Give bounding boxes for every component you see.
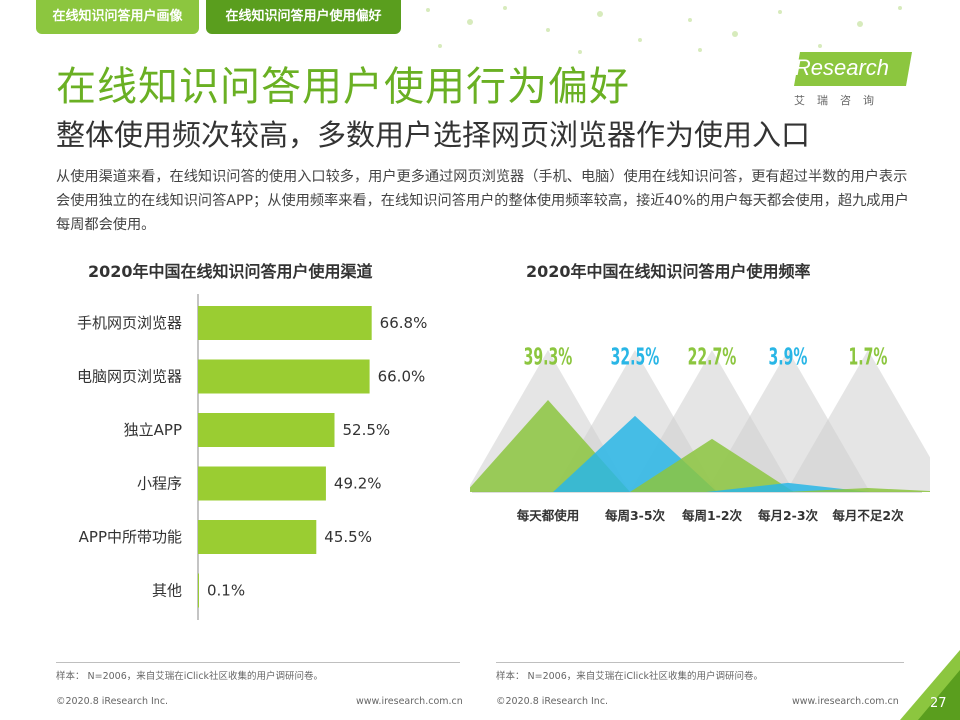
- value-label: 66.8%: [380, 314, 428, 332]
- category-label: 每月不足2次: [832, 508, 904, 523]
- category-label: 电脑网页浏览器: [77, 368, 182, 386]
- deco-dot: [578, 50, 582, 54]
- bar: [198, 306, 372, 340]
- category-label: 每周3-5次: [605, 508, 666, 523]
- deco-dot: [818, 44, 822, 48]
- category-label: 独立APP: [124, 421, 182, 439]
- tab-user-profile[interactable]: 在线知识问答用户画像: [36, 0, 199, 34]
- sample-note-right: 样本： N=2006，来自艾瑞在iClick社区收集的用户调研问卷。: [496, 671, 764, 682]
- frequency-peak: [706, 482, 870, 492]
- channel-bar-chart: 手机网页浏览器 66.8% 电脑网页浏览器 66.0% 独立APP 52.5% 小程序 49.…: [77, 294, 428, 620]
- deco-dot: [438, 44, 442, 48]
- description-text: 从使用渠道来看，在线知识问答的使用入口较多，用户更多通过网页浏览器（手机、电脑）…: [56, 169, 909, 233]
- channel-chart-title: 2020年中国在线知识问答用户使用渠道: [88, 262, 373, 281]
- tab-usage-preference[interactable]: 在线知识问答用户使用偏好: [206, 0, 401, 34]
- bar: [198, 413, 335, 447]
- category-label: 手机网页浏览器: [77, 314, 182, 332]
- page-title: 在线知识问答用户使用行为偏好: [56, 64, 630, 110]
- corner-decoration: [900, 650, 960, 720]
- frequency-peak: [630, 438, 794, 492]
- value-label: 32.5%: [611, 343, 660, 370]
- value-label: 0.1%: [207, 582, 245, 600]
- iresearch-logo: iResearch 艾瑞咨询: [780, 52, 920, 112]
- sample-note-left: 样本： N=2006，来自艾瑞在iClick社区收集的用户调研问卷。: [56, 671, 324, 682]
- footer-divider-right: [496, 662, 904, 663]
- deco-dot: [698, 48, 702, 52]
- value-label: 3.9%: [769, 343, 808, 370]
- deco-dot: [638, 38, 642, 42]
- deco-dot: [546, 28, 550, 32]
- bar: [198, 359, 370, 394]
- value-label: 22.7%: [688, 343, 737, 370]
- deco-dot: [732, 31, 738, 37]
- frequency-peak: [786, 488, 930, 492]
- deco-dot: [857, 21, 863, 27]
- value-label: 52.5%: [343, 421, 391, 439]
- deco-dot: [597, 11, 603, 17]
- url-left[interactable]: www.iresearch.com.cn: [356, 696, 463, 707]
- deco-dot: [426, 8, 430, 12]
- logo-subtext: 艾瑞咨询: [794, 94, 886, 107]
- bar: [198, 520, 317, 554]
- frequency-mountain-chart: 39.3% 每天都使用 32.5% 每周3-5次 22.7% 每周1-2次 3.9% 每月2-…: [470, 343, 930, 523]
- copyright-left: ©2020.8 iResearch Inc.: [56, 696, 169, 707]
- category-label: 每周1-2次: [682, 508, 743, 523]
- page-subtitle: 整体使用频次较高，多数用户选择网页浏览器作为使用入口: [56, 118, 811, 152]
- value-label: 39.3%: [524, 343, 573, 370]
- deco-dot: [898, 6, 902, 10]
- deco-dot: [688, 18, 692, 22]
- category-label: 每月2-3次: [758, 508, 819, 523]
- category-label: 每天都使用: [517, 508, 580, 523]
- deco-dot: [467, 19, 473, 25]
- deco-dot: [778, 10, 782, 14]
- frequency-chart-title: 2020年中国在线知识问答用户使用频率: [526, 262, 811, 281]
- value-label: 1.7%: [849, 343, 888, 370]
- logo-shape: [794, 52, 912, 86]
- category-label: 小程序: [137, 475, 182, 493]
- background-peak: [786, 350, 930, 492]
- url-right[interactable]: www.iresearch.com.cn: [792, 696, 899, 707]
- category-label: 其他: [152, 582, 182, 600]
- page-number: 27: [930, 696, 947, 711]
- value-label: 49.2%: [334, 475, 382, 493]
- footer-divider-left: [56, 662, 460, 663]
- deco-dot: [503, 6, 507, 10]
- bar: [198, 573, 199, 608]
- value-label: 45.5%: [324, 528, 372, 546]
- copyright-right: ©2020.8 iResearch Inc.: [496, 696, 609, 707]
- value-label: 66.0%: [378, 368, 426, 386]
- bar: [198, 466, 326, 501]
- decorative-dots: [426, 6, 902, 54]
- category-label: APP中所带功能: [79, 528, 182, 546]
- logo-text: iResearch: [790, 55, 890, 80]
